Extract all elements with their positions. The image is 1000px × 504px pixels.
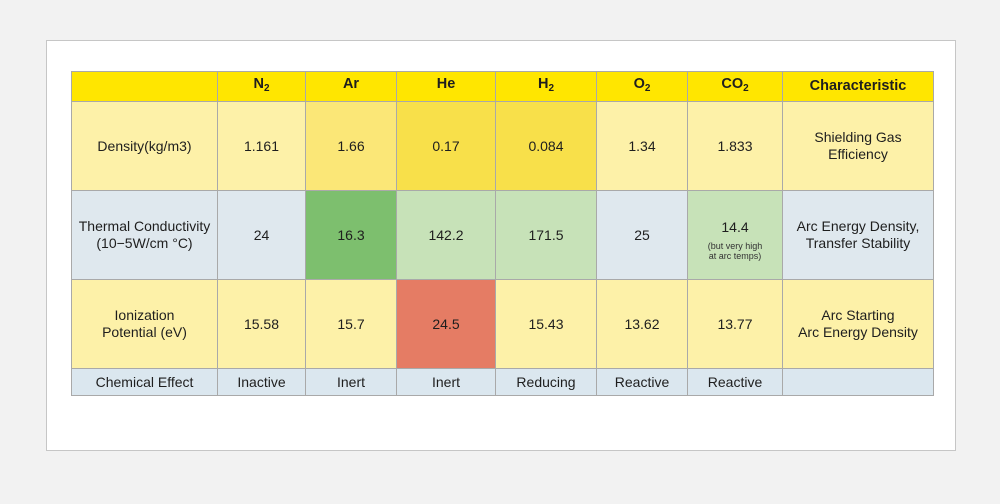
header-row: N2 Ar He H2 O2 CO2 Characteristic bbox=[71, 71, 934, 102]
cell-chemical-o2: Reactive bbox=[596, 368, 688, 396]
header-ar: Ar bbox=[305, 71, 397, 102]
characteristic-density: Shielding Gas Efficiency bbox=[782, 101, 934, 191]
row-label-density: Density(kg/m3) bbox=[71, 101, 218, 191]
header-he: He bbox=[396, 71, 496, 102]
cell-ionization-h2: 15.43 bbox=[495, 279, 597, 369]
cell-ionization-he: 24.5 bbox=[396, 279, 496, 369]
header-o2: O2 bbox=[596, 71, 688, 102]
header-n2: N2 bbox=[217, 71, 306, 102]
header-h2: H2 bbox=[495, 71, 597, 102]
characteristic-ionization: Arc Starting Arc Energy Density bbox=[782, 279, 934, 369]
cell-density-co2: 1.833 bbox=[687, 101, 783, 191]
table-row-thermal: Thermal Conductivity (10−5W/cm °C) 24 16… bbox=[71, 190, 934, 280]
cell-thermal-he: 142.2 bbox=[396, 190, 496, 280]
header-co2: CO2 bbox=[687, 71, 783, 102]
row-label-thermal: Thermal Conductivity (10−5W/cm °C) bbox=[71, 190, 218, 280]
cell-chemical-ar: Inert bbox=[305, 368, 397, 396]
cell-chemical-co2: Reactive bbox=[687, 368, 783, 396]
cell-density-h2: 0.084 bbox=[495, 101, 597, 191]
characteristic-thermal: Arc Energy Density, Transfer Stability bbox=[782, 190, 934, 280]
cell-density-n2: 1.161 bbox=[217, 101, 306, 191]
characteristic-chemical bbox=[782, 368, 934, 396]
cell-thermal-o2: 25 bbox=[596, 190, 688, 280]
header-corner bbox=[71, 71, 218, 102]
cell-ionization-n2: 15.58 bbox=[217, 279, 306, 369]
cell-ionization-co2: 13.77 bbox=[687, 279, 783, 369]
cell-density-he: 0.17 bbox=[396, 101, 496, 191]
gas-properties-table: N2 Ar He H2 O2 CO2 Characteristic Densit… bbox=[71, 71, 934, 396]
table-row-chemical: Chemical Effect Inactive Inert Inert Red… bbox=[71, 368, 934, 396]
table-row-ionization: Ionization Potential (eV) 15.58 15.7 24.… bbox=[71, 279, 934, 369]
cell-density-ar: 1.66 bbox=[305, 101, 397, 191]
cell-thermal-h2: 171.5 bbox=[495, 190, 597, 280]
cell-chemical-h2: Reducing bbox=[495, 368, 597, 396]
cell-thermal-co2: 14.4 (but very high at arc temps) bbox=[687, 190, 783, 280]
cell-density-o2: 1.34 bbox=[596, 101, 688, 191]
cell-chemical-he: Inert bbox=[396, 368, 496, 396]
header-characteristic: Characteristic bbox=[782, 71, 934, 102]
row-label-chemical: Chemical Effect bbox=[71, 368, 218, 396]
co2-thermal-note: (but very high at arc temps) bbox=[707, 241, 763, 261]
cell-thermal-n2: 24 bbox=[217, 190, 306, 280]
table-row-density: Density(kg/m3) 1.161 1.66 0.17 0.084 1.3… bbox=[71, 101, 934, 191]
cell-thermal-ar: 16.3 bbox=[305, 190, 397, 280]
cell-ionization-ar: 15.7 bbox=[305, 279, 397, 369]
cell-ionization-o2: 13.62 bbox=[596, 279, 688, 369]
row-label-ionization: Ionization Potential (eV) bbox=[71, 279, 218, 369]
cell-chemical-n2: Inactive bbox=[217, 368, 306, 396]
